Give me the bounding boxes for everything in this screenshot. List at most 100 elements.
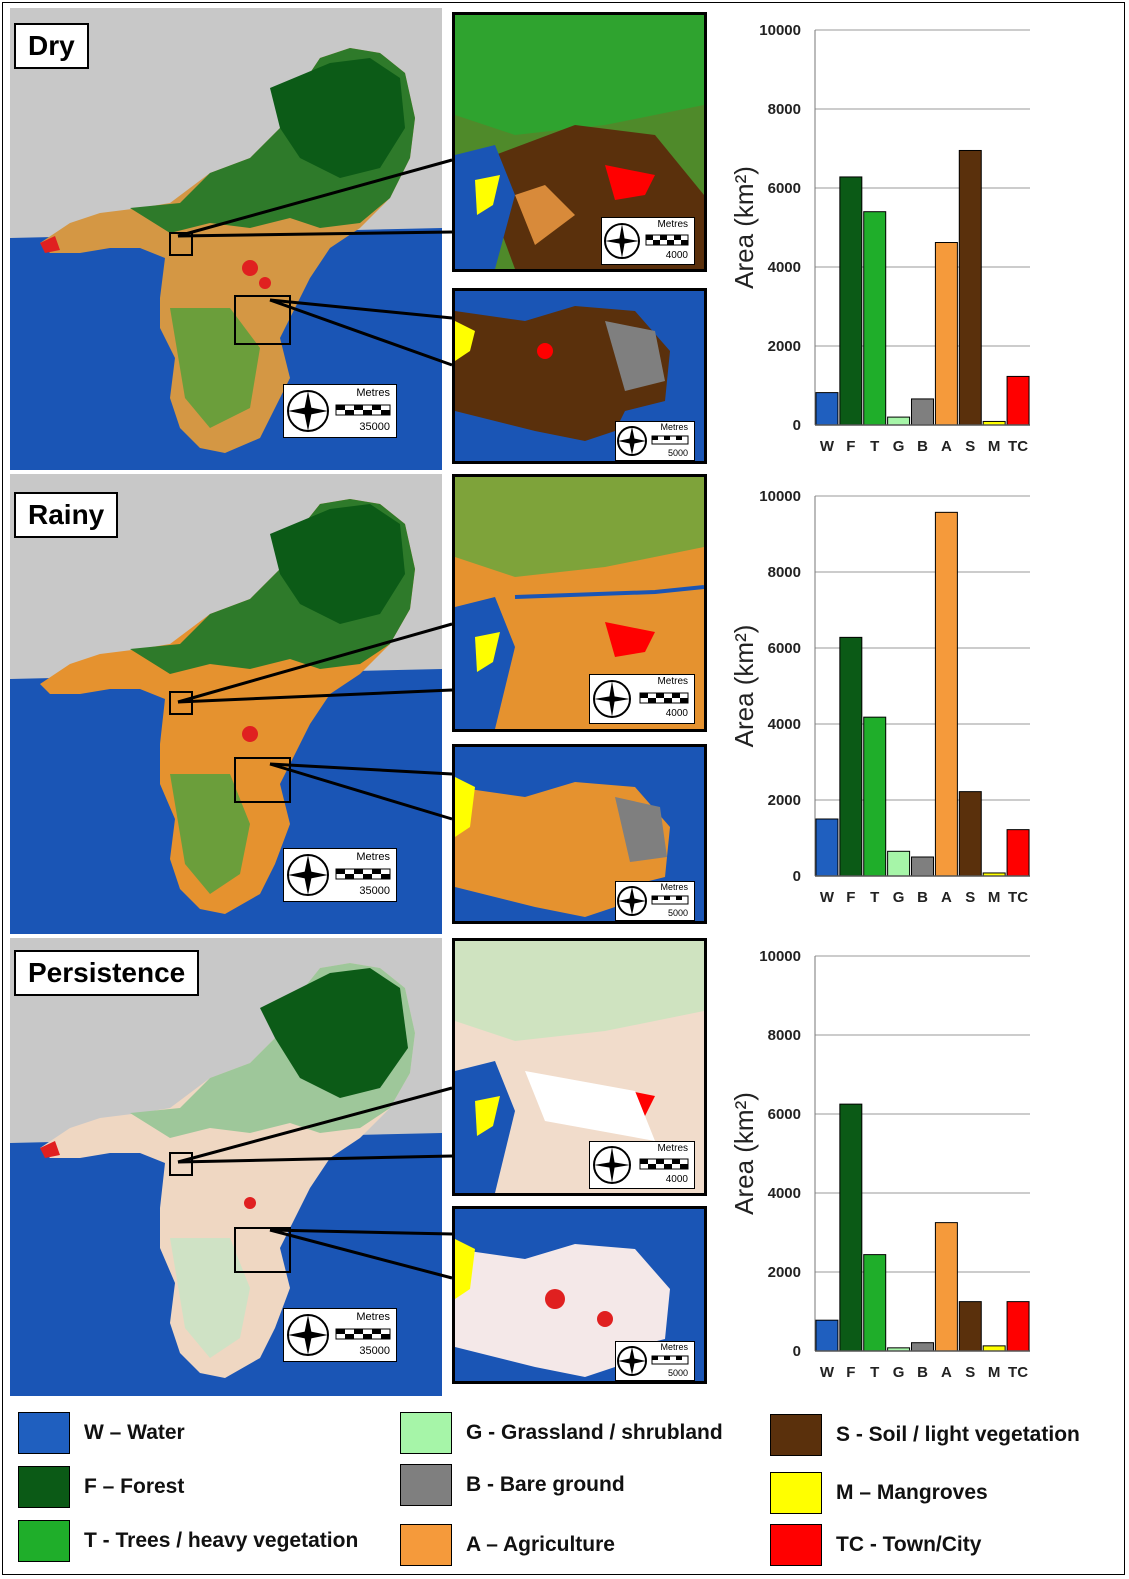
x-tick-label: S [965, 889, 975, 906]
bar-g [887, 416, 911, 426]
x-tick-label: S [965, 1364, 975, 1381]
scale-distance: 4000 [665, 708, 688, 719]
y-tick-label: 8000 [768, 101, 801, 118]
y-tick-label: 2000 [768, 338, 801, 355]
x-tick-label: M [988, 1364, 1001, 1381]
scale-title: Metres [356, 1311, 390, 1323]
y-tick-label: 8000 [768, 1027, 801, 1044]
panel-label-persistence: Persistence [14, 950, 200, 996]
bar-a [934, 511, 958, 877]
legend-label: M – Mangroves [836, 1481, 988, 1504]
y-tick-label: 10000 [759, 948, 801, 965]
legend-label: A – Agriculture [466, 1533, 615, 1556]
scale-title: Metres [356, 387, 390, 399]
zoom-connectors-dry [177, 158, 453, 367]
scale-title: Metres [356, 851, 390, 863]
scale-bar-inset1-dry: Metres 4000 [601, 217, 695, 265]
scale-distance: 35000 [359, 421, 390, 433]
legend-item-town-city: TC - Town/City [770, 1524, 981, 1566]
legend-swatch [400, 1464, 452, 1506]
scale-bar-inset2-rainy: Metres 5000 [615, 881, 695, 921]
y-axis-label: Area (km²) [729, 1092, 759, 1215]
x-tick-label: TC [1008, 438, 1028, 455]
legend-swatch [770, 1524, 822, 1566]
x-tick-label: T [870, 1364, 879, 1381]
panel-label-rainy: Rainy [14, 492, 119, 538]
bar-t [863, 716, 887, 877]
bar-f [839, 176, 863, 426]
scale-distance: 35000 [359, 1345, 390, 1357]
inset-map-1-dry: Metres 4000 [452, 12, 707, 272]
y-tick-label: 4000 [768, 716, 801, 733]
scale-distance: 5000 [667, 448, 688, 458]
x-tick-label: W [820, 889, 835, 906]
scale-distance: 5000 [667, 1368, 688, 1378]
x-tick-label: T [870, 889, 879, 906]
legend-label: W – Water [84, 1421, 185, 1444]
x-tick-label: B [917, 1364, 928, 1381]
scale-bar-main-persistence: Metres 35000 [283, 1308, 397, 1362]
x-tick-label: B [917, 438, 928, 455]
scale-bar-main-dry: Metres 35000 [283, 384, 397, 438]
legend-swatch [18, 1412, 70, 1454]
y-axis-label: Area (km²) [729, 166, 759, 289]
y-tick-label: 8000 [768, 564, 801, 581]
y-axis-label: Area (km²) [729, 625, 759, 748]
bar-chart-rainy: 0 2000 4000 6000 8000 10000 Area (km²) W F T G B A S M… [710, 478, 1120, 918]
legend-item-soil: S - Soil / light vegetation [770, 1414, 1080, 1456]
legend-label: S - Soil / light vegetation [836, 1423, 1080, 1446]
scale-title: Metres [660, 422, 688, 432]
x-tick-label: F [846, 1364, 855, 1381]
y-tick-label: 10000 [759, 488, 801, 505]
x-tick-label: G [893, 438, 905, 455]
bar-a [934, 1222, 958, 1352]
bar-t [863, 1254, 887, 1352]
scale-distance: 35000 [359, 885, 390, 897]
bar-b [911, 398, 934, 426]
legend-item-forest: F – Forest [18, 1466, 184, 1508]
legend-swatch [18, 1466, 70, 1508]
legend-swatch [400, 1412, 452, 1454]
scale-bar-inset1-persistence: Metres 4000 [589, 1141, 695, 1189]
zoom-connectors-persistence [177, 1086, 453, 1280]
x-tick-label: W [820, 438, 835, 455]
x-tick-label: M [988, 438, 1001, 455]
legend-label: G - Grassland / shrubland [466, 1421, 723, 1444]
legend-swatch [400, 1524, 452, 1566]
y-tick-label: 2000 [768, 792, 801, 809]
bar-a [934, 242, 958, 426]
inset-map-1-rainy: Metres 4000 [452, 474, 707, 732]
inset-map-2-dry: Metres 5000 [452, 288, 707, 464]
legend-label: B - Bare ground [466, 1473, 625, 1496]
x-tick-label: TC [1008, 889, 1028, 906]
bar-b [911, 856, 934, 877]
x-tick-label: A [941, 438, 952, 455]
legend-item-water: W – Water [18, 1412, 185, 1454]
main-map-dry [10, 8, 442, 470]
y-tick-label: 6000 [768, 640, 801, 657]
x-tick-label: S [965, 438, 975, 455]
legend-item-mangroves: M – Mangroves [770, 1472, 988, 1514]
y-tick-label: 10000 [759, 22, 801, 39]
legend-label: F – Forest [84, 1475, 185, 1498]
bar-tc [1006, 375, 1030, 426]
scale-title: Metres [657, 676, 688, 687]
bar-g [887, 850, 911, 877]
x-tick-label: G [893, 889, 905, 906]
scale-distance: 4000 [665, 1174, 688, 1185]
y-tick-label: 2000 [768, 1264, 801, 1281]
bar-f [839, 1103, 863, 1352]
scale-title: Metres [660, 882, 688, 892]
scale-title: Metres [657, 219, 688, 230]
scale-distance: 4000 [665, 250, 688, 261]
bar-w [815, 392, 839, 426]
bar-f [839, 636, 863, 877]
y-tick-label: 6000 [768, 1106, 801, 1123]
legend-swatch [770, 1472, 822, 1514]
x-tick-label: T [870, 438, 879, 455]
bar-chart-persistence: 0 2000 4000 6000 8000 10000 Area (km²) W F T G B A S M… [710, 938, 1120, 1393]
y-tick-label: 4000 [768, 259, 801, 276]
legend-item-trees: T - Trees / heavy vegetation [18, 1520, 358, 1562]
x-tick-label: B [917, 889, 928, 906]
